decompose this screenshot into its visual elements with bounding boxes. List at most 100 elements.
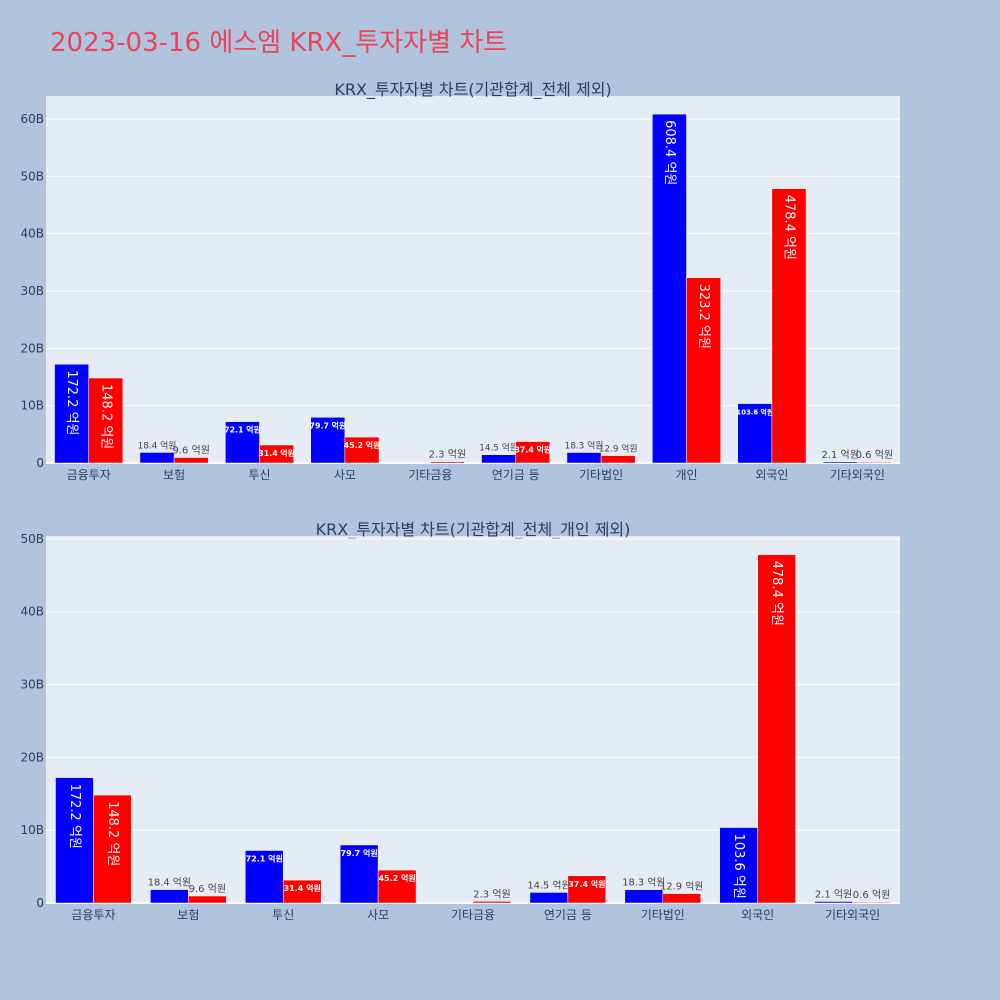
bar	[282, 879, 322, 904]
x-tick-label: 외국인	[741, 908, 774, 922]
bar-value-label: 14.5 억원	[479, 442, 518, 454]
bar-value-label: 45.2 억원	[344, 440, 381, 450]
bar	[852, 901, 891, 904]
y-tick-label: 20B	[20, 750, 44, 764]
bar-value-label: 172.2 억원	[64, 370, 79, 435]
bar	[93, 794, 132, 904]
bar-value-label: 478.4 억원	[769, 561, 784, 626]
bar-value-label: 148.2 억원	[105, 801, 120, 866]
x-tick-label: 사모	[367, 908, 389, 922]
bar	[472, 901, 512, 904]
x-tick-label: 보험	[163, 468, 185, 482]
bar	[737, 403, 773, 464]
x-tick-label: 금융투자	[71, 908, 115, 922]
bar	[225, 421, 260, 464]
x-tick-label: 기타금융	[451, 908, 495, 922]
bar	[377, 869, 417, 904]
bar	[481, 454, 516, 464]
bar	[652, 113, 687, 464]
bar-value-label: 9.6 억원	[172, 444, 209, 456]
x-tick-label: 투신	[248, 468, 270, 482]
bar	[344, 436, 380, 464]
bar	[88, 377, 124, 464]
x-tick-label: 기타법인	[579, 468, 623, 482]
x-tick-label: 기타법인	[641, 908, 685, 922]
bar-value-label: 2.3 억원	[473, 888, 510, 900]
bar	[567, 875, 607, 904]
bar	[54, 364, 89, 464]
bar-value-label: 12.9 억원	[599, 443, 638, 455]
y-tick-label: 30B	[20, 678, 44, 692]
bar-value-label: 12.9 억원	[660, 881, 703, 893]
bar-value-label: 148.2 억원	[98, 384, 113, 449]
bar	[566, 452, 602, 464]
chart-title: KRX_투자자별 차트(기관합계_전체_개인 제외)	[316, 520, 631, 540]
bar-value-label: 79.7 억원	[341, 848, 378, 858]
bar-value-label: 2.1 억원	[821, 449, 858, 461]
bar-value-label: 2.3 억원	[429, 449, 466, 461]
bar-chart-top: KRX_투자자별 차트(기관합계_전체 제외) 0 10B 20B 30B 40B 50B 6…	[20, 80, 900, 482]
bar-chart-bottom: KRX_투자자별 차트(기관합계_전체_개인 제외) 0 10B 20B 30B 40B 5…	[20, 520, 900, 922]
x-tick-label: 개인	[675, 468, 697, 482]
bar	[188, 895, 227, 904]
bar	[173, 457, 209, 464]
y-tick-label: 10B	[20, 823, 44, 837]
bar-value-label: 31.4 억원	[284, 883, 321, 893]
bar-value-label: 172.2 억원	[67, 784, 82, 849]
bar-value-label: 18.4 억원	[148, 877, 191, 889]
x-tick-label: 금융투자	[67, 468, 111, 482]
bar-value-label: 18.4 억원	[138, 439, 177, 451]
y-tick-label: 60B	[20, 112, 44, 126]
bar-value-label: 103.6 억원	[736, 408, 773, 417]
x-tick-label: 투신	[272, 908, 294, 922]
bar	[624, 889, 664, 904]
bar	[310, 417, 346, 464]
bar	[822, 461, 858, 464]
bar-value-label: 9.6 억원	[189, 883, 226, 895]
y-tick-label: 50B	[20, 169, 44, 183]
x-tick-label: 기타외국인	[825, 908, 880, 922]
bar	[814, 901, 853, 904]
bar	[600, 455, 636, 464]
plot-area	[46, 96, 900, 463]
bar	[686, 277, 721, 464]
bar	[150, 889, 189, 904]
y-tick-label: 0	[36, 456, 44, 470]
bar-value-label: 478.4 억원	[781, 195, 796, 260]
bar	[757, 554, 796, 904]
x-tick-label: 외국인	[755, 468, 788, 482]
bar-value-label: 31.4 억원	[258, 448, 295, 458]
y-tick-label: 40B	[20, 227, 44, 241]
bar-value-label: 18.3 억원	[622, 877, 665, 889]
y-tick-label: 10B	[20, 399, 44, 413]
x-tick-label: 연기금 등	[544, 908, 592, 922]
bar-value-label: 103.6 억원	[731, 834, 746, 899]
bar-value-label: 45.2 억원	[378, 873, 415, 883]
bar-value-label: 72.1 억원	[224, 425, 261, 435]
chart-title: KRX_투자자별 차트(기관합계_전체 제외)	[334, 80, 611, 100]
x-tick-label: 기타외국인	[830, 468, 885, 482]
bar-value-label: 18.3 억원	[565, 440, 604, 452]
bar	[515, 441, 551, 464]
bar	[139, 452, 175, 464]
page-title: 2023-03-16 에스엠 KRX_투자자별 차트	[50, 28, 508, 58]
bar	[529, 892, 569, 904]
bar-value-label: 0.6 억원	[853, 889, 890, 901]
x-tick-label: 사모	[334, 468, 356, 482]
bar-value-label: 14.5 억원	[527, 879, 570, 891]
bar	[430, 461, 465, 464]
y-tick-label: 20B	[20, 341, 44, 355]
bar	[55, 777, 94, 904]
bar-value-label: 2.1 억원	[815, 888, 852, 900]
y-tick-label: 40B	[20, 605, 44, 619]
bar-value-label: 608.4 억원	[662, 120, 677, 185]
bar-value-label: 37.4 억원	[568, 879, 605, 889]
bar-value-label: 79.7 억원	[310, 420, 347, 430]
bar	[259, 444, 294, 464]
bar	[662, 893, 701, 904]
bar-value-label: 323.2 억원	[696, 284, 711, 349]
bar-value-label: 0.6 억원	[856, 449, 893, 461]
bar	[857, 461, 892, 464]
bar	[245, 850, 284, 904]
y-tick-label: 30B	[20, 284, 44, 298]
